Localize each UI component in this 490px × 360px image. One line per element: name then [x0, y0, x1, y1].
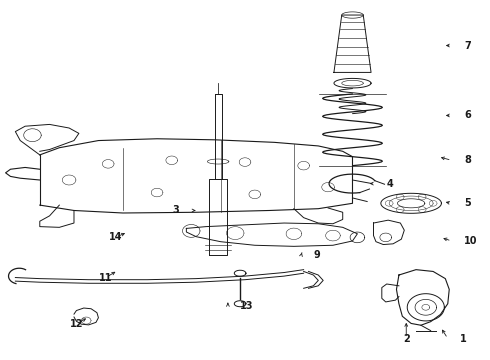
- Text: 14: 14: [109, 232, 122, 242]
- Text: 5: 5: [464, 198, 471, 208]
- Text: 13: 13: [240, 301, 254, 311]
- Text: 10: 10: [464, 236, 477, 246]
- Text: 1: 1: [460, 333, 467, 343]
- Text: 12: 12: [70, 319, 83, 329]
- Text: 8: 8: [464, 155, 471, 165]
- Text: 4: 4: [387, 179, 393, 189]
- Text: 6: 6: [464, 111, 471, 121]
- Text: 9: 9: [314, 250, 320, 260]
- Polygon shape: [186, 223, 357, 246]
- Text: 2: 2: [403, 333, 410, 343]
- Text: 11: 11: [99, 273, 113, 283]
- Polygon shape: [396, 270, 449, 325]
- Text: 3: 3: [172, 206, 179, 216]
- Text: 7: 7: [464, 41, 471, 50]
